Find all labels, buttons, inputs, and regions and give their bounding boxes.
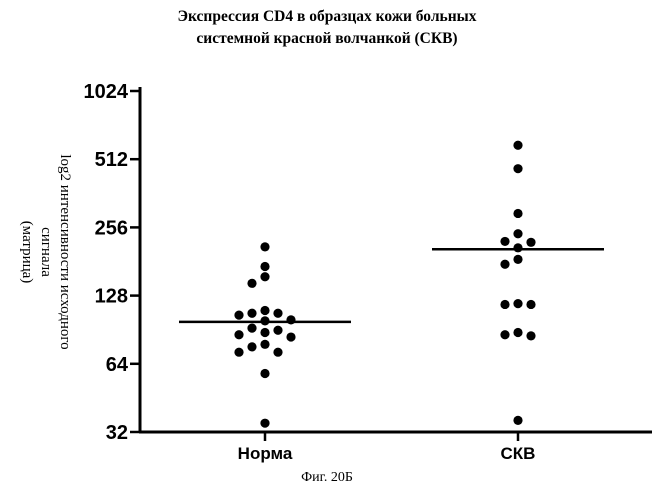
data-point xyxy=(260,272,269,281)
data-point xyxy=(234,348,243,357)
data-point xyxy=(526,331,535,340)
data-point xyxy=(260,262,269,271)
data-point xyxy=(247,342,256,351)
data-point xyxy=(260,419,269,428)
data-point xyxy=(513,255,522,264)
data-point xyxy=(513,243,522,252)
data-point xyxy=(260,340,269,349)
data-point xyxy=(260,328,269,337)
data-point xyxy=(286,332,295,341)
y-tick-label: 1024 xyxy=(84,81,129,103)
data-point xyxy=(513,229,522,238)
data-point xyxy=(513,416,522,425)
data-point xyxy=(513,164,522,173)
figure-caption: Фиг. 20Б xyxy=(0,470,654,486)
data-point xyxy=(260,369,269,378)
data-point xyxy=(273,348,282,357)
x-tick-label: СКВ xyxy=(501,444,536,463)
y-axis-label-line-3: (матрица) xyxy=(17,112,36,392)
data-point xyxy=(273,326,282,335)
y-tick-label: 128 xyxy=(95,286,128,308)
data-point xyxy=(526,238,535,247)
data-point xyxy=(500,300,509,309)
data-point xyxy=(500,260,509,269)
y-axis-label-line-2: сигнала xyxy=(36,112,55,392)
data-point xyxy=(234,310,243,319)
data-point xyxy=(500,237,509,246)
y-axis-label-line-1: log2 интенсивности исходного xyxy=(55,112,74,392)
data-point xyxy=(247,323,256,332)
data-point xyxy=(526,300,535,309)
data-point xyxy=(273,309,282,318)
y-tick-label: 32 xyxy=(106,422,128,444)
data-point xyxy=(234,330,243,339)
data-point xyxy=(260,306,269,315)
x-tick-label: Норма xyxy=(238,444,293,463)
y-tick-label: 512 xyxy=(95,149,128,171)
y-tick-label: 256 xyxy=(95,217,128,239)
data-point xyxy=(513,299,522,308)
data-point xyxy=(513,209,522,218)
data-point xyxy=(500,330,509,339)
data-point xyxy=(247,309,256,318)
data-point xyxy=(513,141,522,150)
data-point xyxy=(247,279,256,288)
y-tick-label: 64 xyxy=(106,354,129,376)
data-point xyxy=(513,328,522,337)
data-point xyxy=(260,242,269,251)
